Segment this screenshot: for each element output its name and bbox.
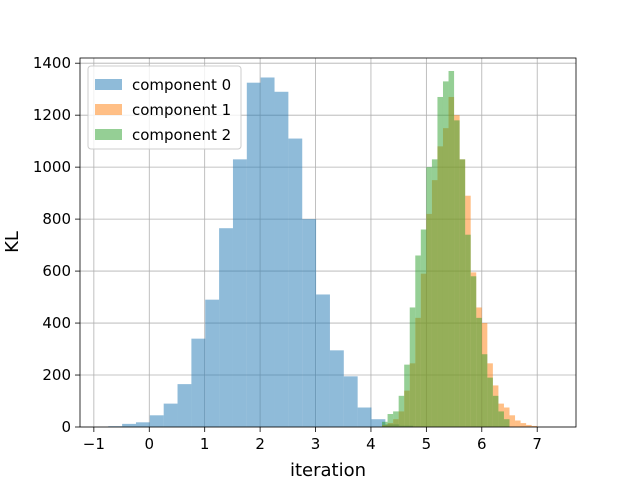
y-tick-label: 400	[42, 314, 71, 332]
histogram-bar	[526, 424, 532, 427]
legend-swatch	[95, 104, 122, 115]
histogram-bar	[316, 294, 330, 427]
histogram-bar	[122, 423, 136, 427]
legend-label: component 2	[132, 126, 231, 144]
y-tick-label: 1400	[33, 54, 71, 72]
histogram-bar	[398, 395, 405, 427]
histogram-bar	[531, 425, 538, 427]
histogram-bar	[393, 411, 399, 427]
histogram-bar	[503, 407, 510, 427]
histogram-bar	[420, 229, 427, 427]
histogram-bar	[448, 70, 455, 428]
histogram-bar	[387, 414, 394, 427]
y-tick-label: 1000	[33, 158, 71, 176]
histogram-bar	[454, 120, 460, 427]
histogram-bar	[246, 82, 261, 428]
histogram-bar	[329, 350, 344, 427]
histogram-bar	[404, 364, 410, 427]
histogram-bar	[520, 423, 527, 427]
histogram-bar	[492, 395, 499, 427]
histogram-bar	[481, 354, 488, 427]
histogram-bar	[288, 138, 303, 427]
histogram-bar	[343, 376, 358, 427]
histogram-bar	[426, 167, 432, 427]
legend-label: component 1	[132, 101, 231, 119]
x-tick-label: 6	[477, 435, 487, 453]
x-tick-label: 1	[200, 435, 210, 453]
histogram-bar	[487, 377, 493, 427]
x-tick-label: 2	[255, 435, 265, 453]
histogram-bars	[108, 70, 538, 428]
histogram-bar	[498, 411, 504, 427]
y-tick-label: 600	[42, 262, 71, 280]
y-tick-label: 1200	[33, 106, 71, 124]
histogram-bar	[470, 276, 477, 427]
histogram-bar	[465, 234, 471, 427]
histogram-bar	[476, 317, 482, 427]
series-2-bars	[382, 70, 510, 428]
y-tick-label: 0	[61, 418, 71, 436]
x-tick-label: 4	[366, 435, 376, 453]
histogram-bar	[232, 159, 247, 427]
legend-swatch	[95, 79, 122, 90]
histogram-bar	[409, 307, 416, 427]
histogram-bar	[415, 255, 421, 427]
axis-ticks: −1 0 1 2 3 4 5 6 7 0 200 400 600 800 1000 1200 1400	[33, 54, 542, 453]
legend: component 0 component 1 component 2	[87, 65, 242, 150]
x-tick-label: 7	[532, 435, 542, 453]
histogram-bar	[459, 159, 466, 427]
x-tick-label: −1	[83, 435, 105, 453]
histogram-bar	[515, 420, 521, 427]
histogram-bar	[431, 159, 438, 427]
legend-box	[87, 65, 242, 150]
legend-swatch	[95, 129, 122, 140]
legend-label: component 0	[132, 76, 231, 94]
histogram-bar	[437, 96, 443, 427]
x-tick-label: 3	[311, 435, 321, 453]
histogram-bar	[382, 421, 388, 427]
histogram-bar	[503, 419, 510, 427]
y-axis-label: KL	[2, 231, 23, 253]
series-0-bars	[108, 77, 414, 428]
histogram-bar	[274, 91, 289, 428]
histogram-bar	[442, 81, 449, 427]
histogram-bar	[191, 338, 206, 427]
plot-frame	[79, 57, 577, 428]
x-axis-label: iteration	[290, 460, 366, 480]
histogram-bar	[260, 77, 275, 427]
histogram-bar	[205, 299, 220, 427]
histogram-bar	[177, 384, 192, 427]
histogram-bar	[509, 415, 516, 427]
histogram-bar	[357, 407, 372, 427]
x-tick-label: 5	[422, 435, 432, 453]
y-tick-label: 200	[42, 366, 71, 384]
histogram-bar	[371, 419, 386, 427]
histogram-bar	[149, 415, 164, 427]
histogram-bar	[135, 422, 150, 427]
y-tick-label: 800	[42, 210, 71, 228]
histogram-bar	[163, 403, 178, 427]
x-tick-label: 0	[145, 435, 155, 453]
histogram-bar	[302, 219, 317, 427]
histogram-bar	[219, 228, 233, 427]
